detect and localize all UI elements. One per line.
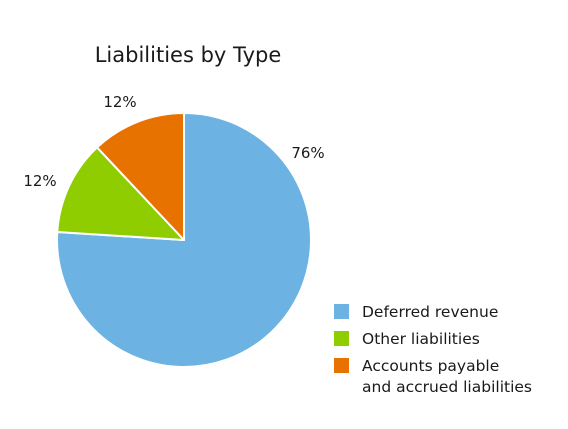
legend-swatch-1: [334, 331, 349, 346]
legend-label-2-line-1: and accrued liabilities: [362, 378, 532, 396]
legend-swatch-0: [334, 304, 349, 319]
legend-label-1: Other liabilities: [362, 330, 480, 348]
pie-slice-1: [56, 146, 185, 241]
pie-slice-2: [96, 112, 185, 241]
chart-title: Liabilities by Type: [95, 43, 282, 67]
slice-label-1: 12%: [23, 172, 56, 190]
slice-labels: 76% 12% 12%: [23, 93, 324, 190]
legend-label-2-line-0: Accounts payable: [362, 357, 499, 375]
legend: Deferred revenue Other liabilities Account…: [334, 303, 532, 396]
legend-swatch-2: [334, 358, 349, 373]
legend-label-0: Deferred revenue: [362, 303, 498, 321]
pie-slices: [56, 112, 312, 368]
slice-label-2: 12%: [103, 93, 136, 111]
pie-slice-0: [56, 112, 312, 368]
slice-label-0: 76%: [291, 144, 324, 162]
